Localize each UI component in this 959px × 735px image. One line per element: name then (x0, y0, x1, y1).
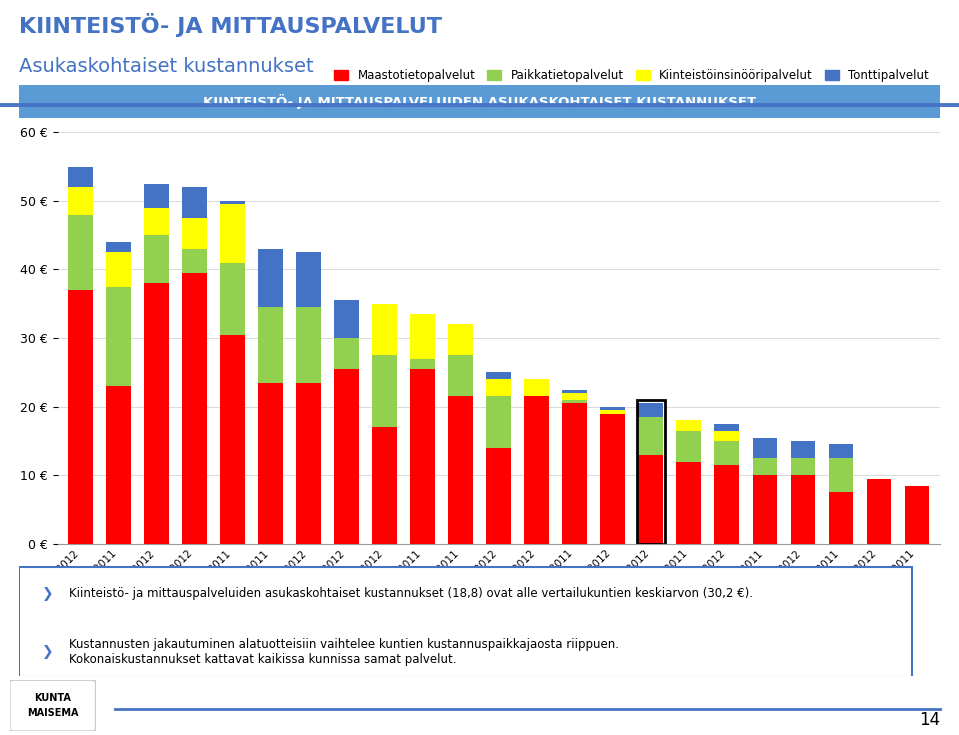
Bar (296, 307, 321, 383)
Bar (68, 187, 93, 215)
Bar (106, 287, 130, 386)
Text: KUNTA: KUNTA (35, 693, 71, 703)
FancyBboxPatch shape (19, 567, 912, 678)
Bar (106, 242, 130, 252)
Bar (410, 369, 435, 544)
Bar (676, 420, 701, 431)
Bar (221, 204, 245, 262)
Text: MAISEMA: MAISEMA (27, 709, 79, 718)
Bar (372, 304, 397, 355)
Bar (753, 437, 777, 458)
Bar (714, 424, 739, 431)
FancyBboxPatch shape (10, 680, 96, 731)
Bar (486, 396, 511, 448)
Bar (296, 252, 321, 307)
Bar (448, 355, 473, 396)
Bar (714, 441, 739, 465)
Bar (258, 383, 283, 544)
Bar (68, 215, 93, 290)
Bar (676, 431, 701, 462)
Bar (714, 465, 739, 544)
Bar (562, 404, 587, 544)
Bar (448, 396, 473, 544)
Bar (600, 414, 625, 544)
Bar (296, 383, 321, 544)
Bar (486, 379, 511, 396)
Bar (221, 334, 245, 544)
Bar (144, 184, 169, 208)
Bar (68, 290, 93, 544)
Bar (182, 218, 207, 249)
Bar (639, 404, 664, 417)
Bar (410, 314, 435, 359)
Bar (562, 390, 587, 393)
Bar (486, 448, 511, 544)
Bar (525, 379, 550, 396)
Bar (334, 301, 359, 338)
Bar (600, 406, 625, 410)
Bar (144, 235, 169, 283)
Bar (753, 476, 777, 544)
Bar (790, 458, 815, 476)
Bar (372, 355, 397, 427)
Bar (639, 417, 664, 455)
Bar (637, 400, 665, 544)
Bar (829, 458, 854, 492)
Text: ❯: ❯ (42, 587, 54, 600)
Text: ❯: ❯ (42, 645, 54, 659)
Bar (562, 393, 587, 400)
Bar (144, 283, 169, 544)
Legend: Maastotietopalvelut, Paikkatietopalvelut, Kiinteistöinsinööripalvelut, Tonttipal: Maastotietopalvelut, Paikkatietopalvelut… (329, 64, 934, 87)
Bar (68, 167, 93, 187)
Bar (714, 431, 739, 441)
FancyBboxPatch shape (19, 85, 940, 118)
Bar (258, 307, 283, 383)
Bar (182, 187, 207, 218)
Text: KIINTEISTÖ- JA MITTAUSPALVELUT: KIINTEISTÖ- JA MITTAUSPALVELUT (19, 13, 442, 37)
Bar (410, 359, 435, 369)
Bar (904, 486, 929, 544)
Bar (221, 201, 245, 204)
Bar (639, 455, 664, 544)
Bar (562, 400, 587, 404)
Bar (144, 208, 169, 235)
Text: Kiinteistö- ja mittauspalveluiden asukaskohtaiset kustannukset (18,8) ovat alle : Kiinteistö- ja mittauspalveluiden asukas… (69, 587, 753, 600)
Bar (676, 462, 701, 544)
Bar (106, 386, 130, 544)
Bar (334, 338, 359, 369)
Text: Asukaskohtaiset kustannukset: Asukaskohtaiset kustannukset (19, 57, 314, 76)
Bar (182, 249, 207, 273)
Bar (753, 458, 777, 476)
Text: 14: 14 (919, 711, 940, 729)
Bar (221, 262, 245, 334)
Bar (448, 324, 473, 355)
Bar (334, 369, 359, 544)
Bar (486, 373, 511, 379)
Bar (372, 427, 397, 544)
Bar (790, 441, 815, 458)
Bar (525, 396, 550, 544)
Bar (600, 410, 625, 414)
Bar (258, 249, 283, 307)
Bar (829, 445, 854, 458)
Bar (867, 478, 891, 544)
Text: KIINTEISTÖ- JA MITTAUSPALVELUIDEN ASUKASKOHTAISET KUSTANNUKSET: KIINTEISTÖ- JA MITTAUSPALVELUIDEN ASUKAS… (203, 93, 756, 109)
Bar (106, 252, 130, 287)
Bar (790, 476, 815, 544)
Text: Kustannusten jakautuminen alatuotteisiin vaihtelee kuntien kustannuspaikkajaosta: Kustannusten jakautuminen alatuotteisiin… (69, 638, 619, 666)
Bar (182, 273, 207, 544)
Bar (829, 492, 854, 544)
